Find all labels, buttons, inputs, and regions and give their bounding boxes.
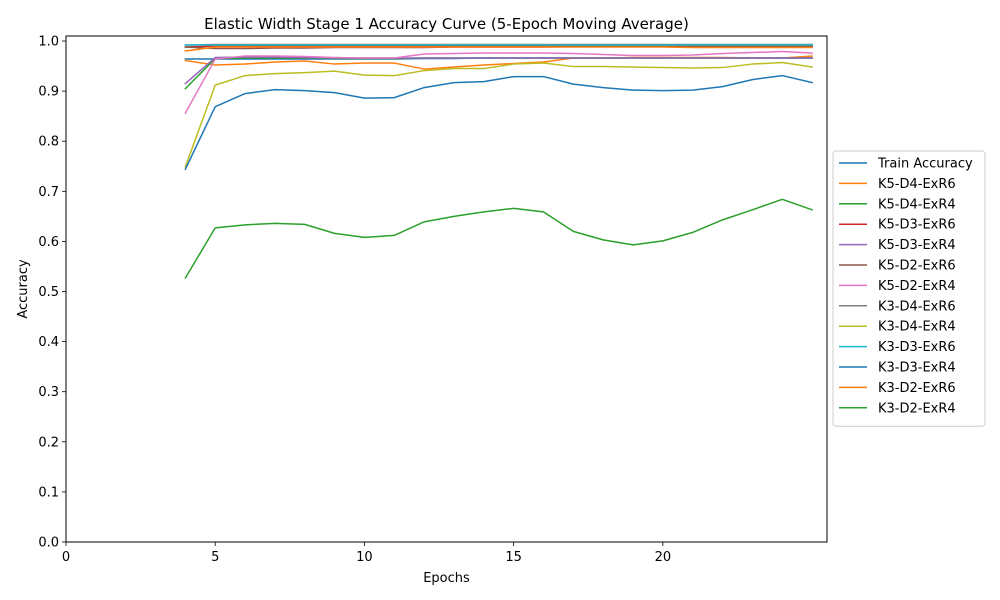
series-line-13 [184,198,814,280]
y-tick-label: 0.1 [38,485,59,500]
x-tick-label: 15 [505,550,522,565]
y-tick-label: 0.6 [38,235,59,250]
series-line-11 [184,74,813,171]
legend-entry: K5-D3-ExR4 [878,238,956,253]
y-axis-title: Accuracy [16,259,31,319]
series-line-7 [184,50,813,115]
y-tick-label: 0.3 [38,385,59,400]
series-line-5 [184,56,813,85]
legend-entry: K5-D2-ExR6 [878,259,956,274]
y-tick-label: 0.4 [38,335,59,350]
y-tick-label: 0.7 [38,185,59,200]
legend-entry: K3-D4-ExR6 [878,299,956,314]
legend-entry: K5-D4-ExR4 [878,197,956,212]
legend-box [832,150,986,427]
x-tick-label: 5 [211,550,219,565]
series-line-12 [184,46,813,52]
plot-frame [65,35,828,543]
y-axis: 0.0 0.1 0.2 0.3 0.4 0.5 0.6 0.7 0.8 0.9 1.0 [38,35,66,551]
legend-entry: K3-D2-ExR6 [878,381,956,396]
y-tick-label: 0.5 [38,285,59,300]
legend-entry: K5-D4-ExR6 [878,177,956,192]
legend-entry: K5-D3-ExR6 [878,218,956,233]
legend-entry: Train Accuracy [877,157,973,172]
y-tick-label: 0.0 [38,536,59,551]
legend-entry: K3-D4-ExR4 [878,320,956,335]
legend-entry: K5-D2-ExR4 [878,279,956,294]
x-axis-title: Epochs [423,571,470,586]
legend-entry: K3-D2-ExR4 [878,401,956,416]
series-line-9 [184,61,813,168]
y-tick-label: 0.2 [38,435,59,450]
y-tick-label: 0.9 [38,85,59,100]
y-tick-label: 0.8 [38,135,59,150]
x-tick-label: 20 [655,550,672,565]
legend-entry: K3-D3-ExR6 [878,340,956,355]
x-tick-label: 0 [62,550,70,565]
legend-entry: K3-D3-ExR4 [878,361,956,376]
x-tick-label: 10 [356,550,373,565]
legend: Train Accuracy K5-D4-ExR6 K5-D4-ExR4 K5-D3-… [832,150,986,427]
x-axis: 0 5 10 15 20 [62,542,671,565]
chart-title: Elastic Width Stage 1 Accuracy Curve (5-… [204,15,689,33]
y-tick-label: 1.0 [38,35,59,50]
